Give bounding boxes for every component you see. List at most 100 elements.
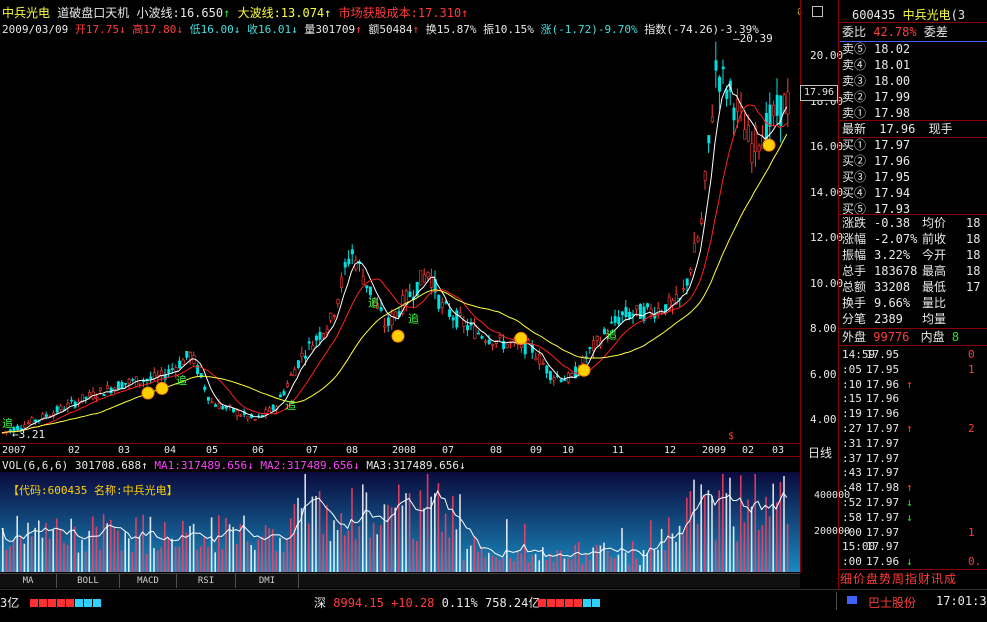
volume-bar bbox=[372, 523, 375, 572]
volume-bar bbox=[300, 508, 303, 572]
alert-icon[interactable] bbox=[847, 596, 857, 604]
sell-row[interactable]: 卖⑤ 18.02 bbox=[842, 42, 911, 56]
tab-rsi[interactable]: RSI bbox=[177, 574, 236, 588]
smiley-signal-icon[interactable] bbox=[155, 381, 169, 395]
volume-bar bbox=[84, 551, 87, 572]
candle-body bbox=[181, 359, 185, 365]
candle-body bbox=[703, 171, 707, 181]
volume-bar bbox=[477, 551, 479, 572]
candle-body bbox=[588, 346, 592, 350]
volume-bar bbox=[412, 539, 414, 572]
smiley-signal-icon[interactable] bbox=[577, 363, 591, 377]
volume-bar bbox=[549, 553, 551, 572]
tab-ma[interactable]: MA bbox=[0, 574, 57, 588]
index-breadth-bar bbox=[538, 597, 601, 610]
volume-bar bbox=[142, 514, 144, 572]
candle-body bbox=[84, 396, 88, 399]
candle-body bbox=[361, 276, 365, 285]
candle-body bbox=[538, 353, 542, 365]
tab-dmi[interactable]: DMI bbox=[236, 574, 299, 588]
volume-bar bbox=[635, 558, 638, 572]
volume-bar bbox=[718, 490, 720, 572]
quote-panel bbox=[838, 0, 987, 589]
candle-body bbox=[311, 345, 315, 351]
volume-bar bbox=[369, 537, 371, 572]
volume-bar bbox=[218, 515, 220, 572]
candle-body bbox=[131, 379, 135, 381]
volume-bar bbox=[56, 518, 58, 572]
price-ytick: 14.00 bbox=[810, 185, 844, 199]
volume-bar bbox=[405, 493, 407, 572]
pin-icon[interactable]: ⇩ bbox=[796, 4, 803, 18]
sell-row[interactable]: 卖① 17.98 bbox=[842, 106, 911, 120]
buy-row[interactable]: 买④ 17.94 bbox=[842, 186, 911, 200]
ticker-name[interactable]: 巴士股份 bbox=[868, 596, 917, 610]
time-axis-label: 07 bbox=[442, 445, 455, 456]
volume-bar bbox=[495, 557, 497, 572]
volume-bar bbox=[99, 549, 101, 572]
sell-row[interactable]: 卖② 17.99 bbox=[842, 90, 911, 104]
volume-bar bbox=[214, 552, 216, 572]
candle-body bbox=[502, 341, 506, 349]
candle-body bbox=[264, 409, 268, 415]
smiley-signal-icon[interactable] bbox=[391, 329, 405, 343]
sell-row[interactable]: 卖③ 18.00 bbox=[842, 74, 911, 88]
quote-panel-tabs[interactable]: 细价盘势周指财讯成 bbox=[840, 572, 958, 586]
volume-bar bbox=[416, 540, 418, 572]
price-ytick: 10.00 bbox=[810, 276, 844, 290]
candle-body bbox=[343, 262, 347, 268]
stat-row: 换手 9.66% 量比 bbox=[842, 296, 947, 310]
smiley-signal-icon[interactable] bbox=[762, 138, 776, 152]
smiley-signal-icon[interactable] bbox=[141, 386, 155, 400]
window-icon[interactable] bbox=[812, 6, 823, 17]
volume-bar bbox=[34, 527, 36, 572]
volume-bar bbox=[448, 537, 450, 572]
volume-bar bbox=[236, 544, 238, 572]
buy-row[interactable]: 买① 17.97 bbox=[842, 138, 911, 152]
volume-bar bbox=[671, 533, 674, 572]
candle-body bbox=[246, 415, 250, 420]
candle-body bbox=[30, 417, 34, 425]
volume-chart[interactable] bbox=[0, 472, 800, 572]
volume-bar bbox=[426, 474, 429, 572]
candle-body bbox=[350, 249, 354, 255]
candle-body bbox=[714, 60, 718, 71]
candle-body bbox=[426, 271, 430, 278]
candle-body bbox=[203, 386, 207, 390]
buy-row[interactable]: 买⑤ 17.93 bbox=[842, 202, 911, 216]
sell-row[interactable]: 卖④ 18.01 bbox=[842, 58, 911, 72]
change-value: (-1.72)-9.70% bbox=[551, 23, 638, 36]
candle-body bbox=[710, 116, 714, 122]
volume-bar bbox=[326, 505, 328, 572]
volume-bar bbox=[614, 558, 616, 572]
smiley-signal-icon[interactable] bbox=[514, 331, 528, 345]
volume-bar bbox=[682, 534, 684, 572]
candle-body bbox=[602, 328, 606, 334]
volume-bar bbox=[776, 502, 778, 572]
candle-body bbox=[271, 404, 275, 411]
tab-boll[interactable]: BOLL bbox=[57, 574, 120, 588]
volume-bar bbox=[624, 552, 627, 572]
volume-bar bbox=[754, 474, 756, 572]
chase-signal-label: 追 bbox=[368, 296, 379, 310]
buy-row[interactable]: 买② 17.96 bbox=[842, 154, 911, 168]
candle-body bbox=[235, 410, 239, 417]
buy-row[interactable]: 买③ 17.95 bbox=[842, 170, 911, 184]
candle-body bbox=[448, 309, 452, 317]
price-bottom-line bbox=[0, 443, 800, 444]
candle-body bbox=[422, 274, 426, 283]
candle-body bbox=[595, 336, 599, 341]
volume-bar bbox=[268, 528, 270, 572]
volume-bar bbox=[498, 560, 501, 572]
period-label[interactable]: 日线 bbox=[808, 446, 833, 460]
tab-macd[interactable]: MACD bbox=[120, 574, 177, 588]
volume-bar bbox=[221, 549, 224, 572]
volume-bar bbox=[401, 505, 404, 572]
candle-body bbox=[365, 285, 369, 289]
volume-bar bbox=[387, 504, 389, 572]
volume-bar bbox=[632, 541, 634, 572]
candle-body bbox=[620, 311, 624, 316]
volume-bar bbox=[660, 528, 663, 572]
candle-body bbox=[278, 394, 282, 398]
